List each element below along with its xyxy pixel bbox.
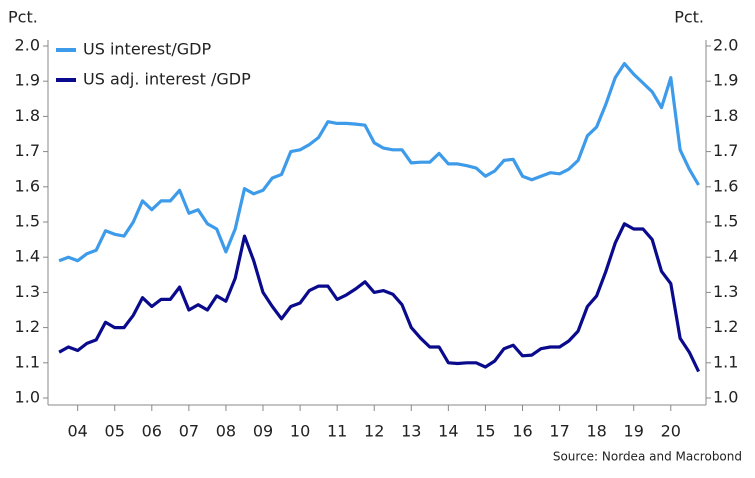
x-tick-label: 13	[401, 422, 421, 441]
y-tick-label: 1.4	[15, 247, 40, 266]
y2-tick-label: 1.9	[713, 71, 738, 90]
source: Source: Nordea and Macrobond	[553, 450, 742, 464]
y2-tick-label: 1.8	[713, 106, 738, 125]
x-tick-label: 20	[661, 422, 681, 441]
y2-tick-label: 2.0	[713, 36, 738, 55]
series-line	[58, 62, 700, 263]
x-tick-label: 17	[549, 422, 569, 441]
x-tick-label: 19	[624, 422, 644, 441]
x-tick-label: 08	[216, 422, 236, 441]
x-tick-label: 18	[586, 422, 606, 441]
x-tick-label: 05	[105, 422, 125, 441]
x-tick-label: 14	[438, 422, 458, 441]
x-tick-label: 16	[512, 422, 532, 441]
y2-tick-label: 1.6	[713, 176, 738, 195]
y2-tick-label: 1.7	[713, 141, 738, 160]
y2-axis-label: Pct.	[674, 8, 704, 27]
y-tick-label: 1.0	[15, 388, 40, 407]
y-tick-label: 1.6	[15, 176, 40, 195]
x-tick-label: 07	[179, 422, 199, 441]
x-tick-label: 11	[327, 422, 347, 441]
y-tick-label: 1.7	[15, 141, 40, 160]
y-tick-label: 1.1	[15, 352, 40, 371]
series-line	[58, 222, 701, 373]
y2-tick-label: 1.5	[713, 212, 738, 231]
x-tick-label: 12	[364, 422, 384, 441]
y-axis-label: Pct.	[8, 8, 38, 27]
y-tick-label: 1.3	[15, 282, 40, 301]
x-tick-label: 10	[290, 422, 310, 441]
x-tick-label: 09	[253, 422, 273, 441]
y-tick-label: 1.8	[15, 106, 40, 125]
legend-label: US adj. interest /GDP	[83, 70, 251, 89]
y-tick-label: 1.9	[15, 71, 40, 90]
legend-label: US interest/GDP	[83, 40, 211, 59]
y2-tick-label: 1.3	[713, 282, 738, 301]
x-tick-label: 06	[142, 422, 162, 441]
y2-tick-label: 1.2	[713, 317, 738, 336]
x-tick-label: 15	[475, 422, 495, 441]
y-tick-label: 1.2	[15, 317, 40, 336]
y2-tick-label: 1.1	[713, 352, 738, 371]
y2-tick-label: 1.4	[713, 247, 738, 266]
y-tick-label: 1.5	[15, 212, 40, 231]
x-tick-label: 04	[67, 422, 87, 441]
y2-tick-label: 1.0	[713, 388, 738, 407]
y-tick-label: 2.0	[15, 36, 40, 55]
